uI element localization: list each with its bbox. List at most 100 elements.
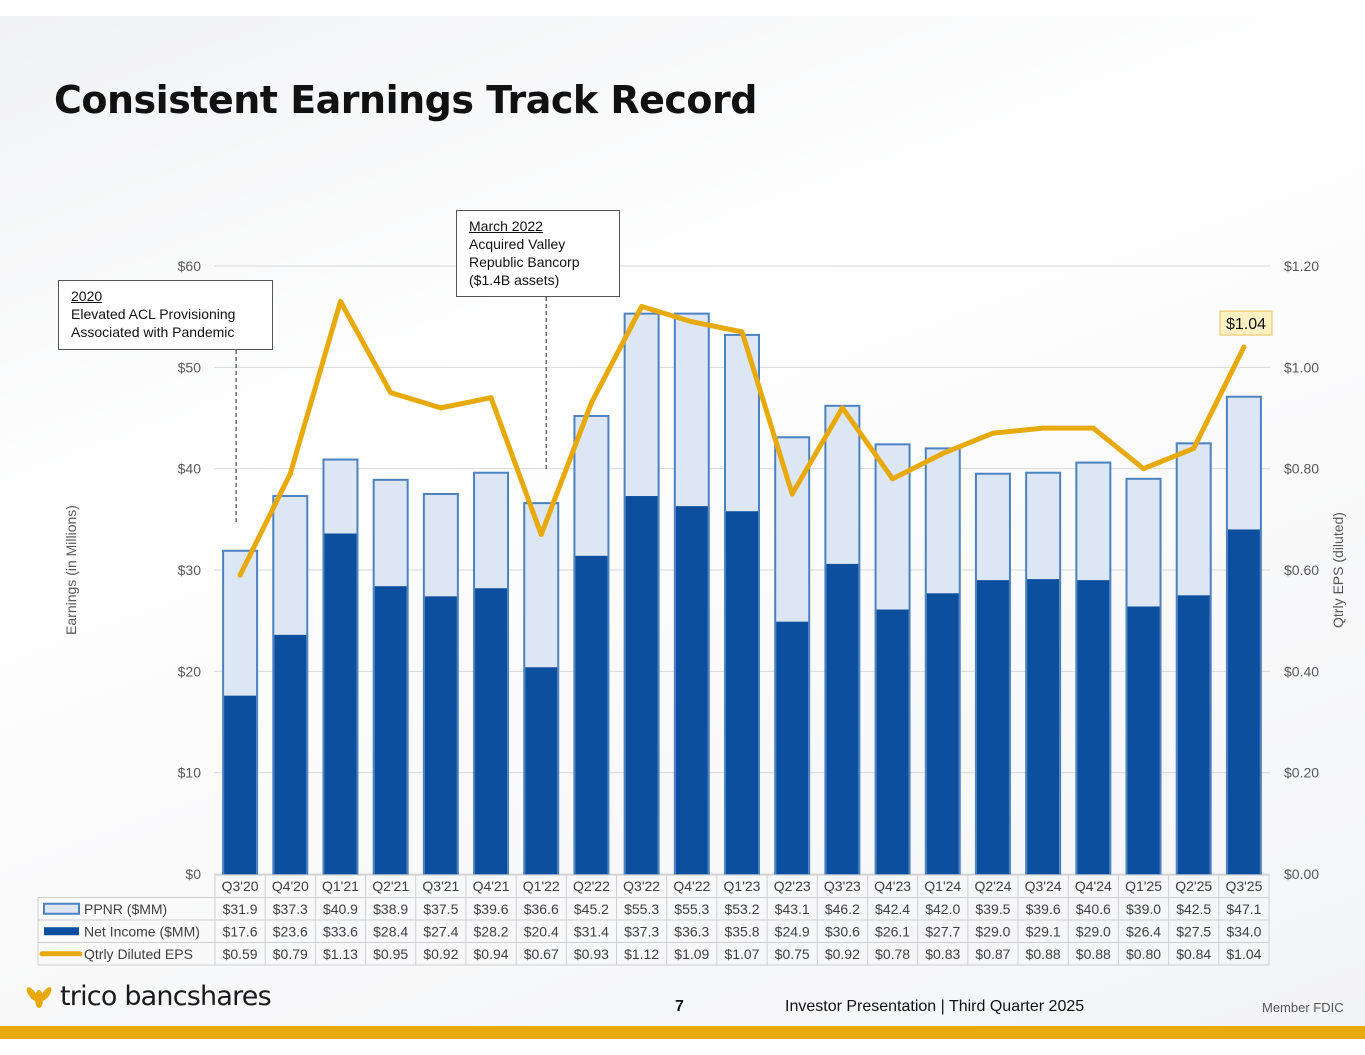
legend-label: Net Income ($MM)	[84, 923, 200, 939]
data-label: $0.93	[574, 946, 609, 962]
page-number: 7	[675, 998, 684, 1015]
x-tick-label: Q1'24	[924, 878, 961, 894]
eps-point	[689, 319, 695, 325]
x-tick-label: Q3'20	[222, 878, 259, 894]
eps-point	[588, 400, 594, 406]
eps-point	[789, 491, 795, 497]
callout-heading: March 2022	[469, 218, 543, 234]
y2-tick-label: $0.20	[1284, 765, 1319, 781]
data-label: $29.0	[975, 923, 1010, 939]
eps-highlight-box	[1219, 310, 1273, 336]
data-label: $45.2	[574, 901, 609, 917]
data-label: $23.6	[273, 923, 308, 939]
data-label: $55.3	[674, 901, 709, 917]
eps-point	[337, 298, 343, 304]
y-axis-title: Earnings (in Millions)	[63, 505, 79, 635]
data-label: $46.2	[825, 901, 860, 917]
data-label: $40.6	[1076, 901, 1111, 917]
bar-net-income	[1077, 580, 1110, 874]
data-label: $31.9	[223, 901, 258, 917]
x-tick-label: Q2'25	[1175, 878, 1212, 894]
data-label: $0.80	[1126, 946, 1161, 962]
y-tick-label: $40	[178, 461, 202, 477]
bar-net-income	[374, 586, 407, 874]
wheat-sheaf-icon	[26, 987, 52, 1008]
data-label: $28.4	[373, 923, 408, 939]
bar-net-income	[826, 563, 859, 874]
eps-point	[237, 572, 243, 578]
eps-point	[287, 471, 293, 477]
y-tick-label: $20	[178, 663, 202, 679]
data-label: $53.2	[724, 901, 759, 917]
data-label: $17.6	[223, 923, 258, 939]
bar-net-income	[1027, 579, 1060, 874]
data-label: $27.5	[1176, 923, 1211, 939]
eps-point	[1141, 466, 1147, 472]
x-tick-label: Q1'22	[523, 878, 560, 894]
data-label: $26.4	[1126, 923, 1161, 939]
data-label: $0.92	[825, 946, 860, 962]
eps-point	[388, 390, 394, 396]
data-label: $37.3	[273, 901, 308, 917]
data-label: $34.0	[1226, 923, 1261, 939]
data-label: $1.13	[323, 946, 358, 962]
y2-axis-title: Qtrly EPS (diluted)	[1330, 512, 1346, 628]
eps-point	[1241, 344, 1247, 350]
x-tick-label: Q1'21	[322, 878, 359, 894]
legend-key-net-income	[44, 927, 79, 936]
eps-point	[1040, 425, 1046, 431]
data-label: $36.3	[674, 923, 709, 939]
x-tick-label: Q4'23	[874, 878, 911, 894]
data-label: $1.04	[1226, 946, 1261, 962]
data-label: $42.0	[925, 901, 960, 917]
data-label: $20.4	[524, 923, 559, 939]
data-label: $29.0	[1076, 923, 1111, 939]
y-tick-label: $10	[178, 765, 202, 781]
data-label: $28.2	[474, 923, 509, 939]
legend-label: PPNR ($MM)	[84, 901, 167, 917]
footer-text: Investor Presentation | Third Quarter 20…	[785, 998, 1085, 1015]
data-label: $0.88	[1026, 946, 1061, 962]
eps-point	[639, 304, 645, 310]
data-label: $35.8	[724, 923, 759, 939]
legend-key-ppnr	[43, 902, 80, 915]
bar-net-income	[424, 596, 457, 874]
callout-2020: 2020 Elevated ACL Provisioning Associate…	[58, 280, 273, 350]
data-label: $30.6	[825, 923, 860, 939]
data-label: $0.75	[775, 946, 810, 962]
data-label: $0.87	[975, 946, 1010, 962]
bar-net-income	[1177, 595, 1210, 874]
eps-point	[839, 405, 845, 411]
data-label: $40.9	[323, 901, 358, 917]
data-label: $39.6	[474, 901, 509, 917]
data-label: $0.78	[875, 946, 910, 962]
y2-tick-label: $0.60	[1284, 562, 1319, 578]
callout-line: Acquired Valley	[469, 236, 566, 252]
bar-net-income	[726, 511, 758, 874]
data-label: $43.1	[775, 901, 810, 917]
bar-net-income	[575, 555, 608, 874]
logo-text: trico bancshares	[60, 980, 272, 1012]
x-tick-label: Q4'22	[673, 878, 710, 894]
data-label: $36.6	[524, 901, 559, 917]
eps-point	[538, 532, 544, 538]
footer-bar	[0, 1026, 1365, 1039]
page-title: Consistent Earnings Track Record	[54, 78, 757, 122]
x-tick-label: Q4'20	[272, 878, 309, 894]
eps-point	[1090, 425, 1096, 431]
eps-point	[990, 430, 996, 436]
bar-net-income	[675, 506, 708, 874]
callout-line: Elevated ACL Provisioning	[71, 306, 236, 322]
x-tick-label: Q2'21	[372, 878, 409, 894]
bar-net-income	[324, 533, 357, 874]
data-label: $38.9	[373, 901, 408, 917]
y-tick-label: $30	[178, 562, 202, 578]
y-tick-label: $60	[178, 258, 202, 274]
eps-point	[488, 395, 494, 401]
bar-net-income	[776, 621, 809, 874]
x-tick-label: Q2'22	[573, 878, 610, 894]
y2-tick-label: $1.20	[1284, 258, 1319, 274]
data-label: $0.83	[925, 946, 960, 962]
data-label: $55.3	[624, 901, 659, 917]
